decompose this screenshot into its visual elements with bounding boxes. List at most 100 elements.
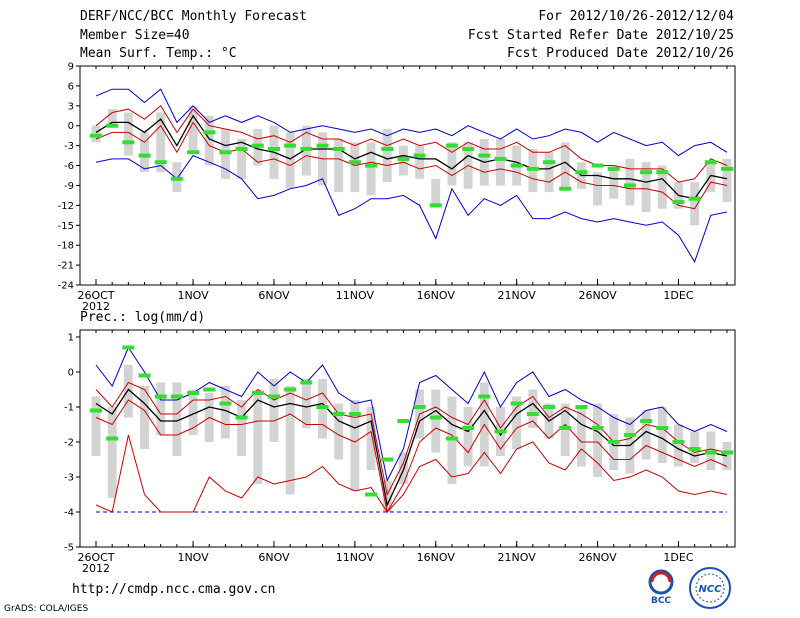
temp-xtick-sublabel: 2012: [82, 300, 110, 313]
temp-observed-marker: [187, 150, 200, 155]
prec-spread-box: [641, 410, 651, 460]
temp-xtick-label: 1NOV: [177, 289, 209, 302]
temp-ytick-label: 9: [68, 62, 74, 73]
temp-observed-marker: [332, 146, 345, 151]
prec-ytick-label: 1: [68, 333, 74, 344]
temp-spread-box: [447, 142, 457, 186]
temp-observed-marker: [591, 163, 604, 168]
prec-spread-box: [674, 424, 683, 467]
prec-spread-box: [431, 389, 441, 453]
temp-ytick-label: -6: [64, 161, 74, 172]
prec-spread-box: [220, 386, 230, 439]
prec-xtick-sublabel: 2012: [82, 562, 110, 575]
prec-series-max: [95, 346, 728, 483]
prec-observed-marker: [640, 419, 653, 423]
prec-observed-marker: [106, 436, 119, 441]
temp-spread-box: [350, 142, 360, 193]
temp-observed-marker: [365, 163, 378, 168]
temp-observed-marker: [267, 146, 280, 151]
prec-observed-marker: [187, 391, 200, 395]
prec-observed-marker: [543, 405, 556, 409]
temp-observed-marker: [90, 133, 102, 138]
prec-observed-marker: [203, 387, 216, 392]
prec-spread-box: [91, 396, 101, 456]
prec-xtick-label: 21NOV: [498, 551, 537, 564]
temp-ytick-label: -24: [58, 281, 74, 292]
temp-spread-box: [107, 109, 117, 126]
temp-spread-box: [690, 182, 700, 226]
prec-observed-marker: [607, 440, 620, 444]
temp-spread-box: [544, 152, 554, 193]
temp-observed-marker: [462, 146, 475, 151]
temp-spread-box: [722, 158, 732, 203]
prec-observed-marker: [526, 412, 539, 416]
temp-spread-box: [237, 139, 247, 179]
prec-observed-marker: [348, 412, 361, 416]
prec-spread-box: [366, 407, 376, 470]
forecast-period: For 2012/10/26-2012/12/04: [538, 9, 734, 24]
prec-observed-marker: [704, 450, 717, 455]
prec-observed-marker: [559, 426, 572, 430]
temp-observed-marker: [235, 146, 248, 151]
prec-spread-box: [657, 407, 667, 463]
prec-observed-marker: [300, 380, 313, 385]
temp-spread-box: [415, 145, 425, 179]
temp-series-max: [95, 88, 728, 157]
temp-observed-marker: [688, 196, 701, 201]
source-url[interactable]: http://cmdp.ncc.cma.gov.cn: [72, 582, 276, 597]
prec-observed-marker: [429, 415, 442, 420]
prec-observed-marker: [672, 440, 685, 444]
prec-observed-marker: [575, 405, 588, 409]
temp-xtick-label: 6NOV: [258, 289, 290, 302]
prec-series-low: [95, 434, 728, 513]
prec-spread-box: [463, 407, 473, 467]
temp-ytick-label: -3: [64, 141, 74, 152]
temp-series-mean: [95, 114, 728, 200]
temp-spread-box: [285, 132, 295, 189]
ncc-logo: NCC: [689, 567, 731, 609]
temp-observed-marker: [348, 160, 361, 165]
temp-spread-box: [657, 165, 667, 209]
temp-spread-box: [431, 178, 441, 206]
prec-spread-box: [269, 379, 279, 442]
prec-ytick-label: -1: [64, 403, 74, 414]
prec-xtick-label: 1DEC: [663, 551, 693, 564]
temp-spread-box: [334, 139, 344, 193]
prec-xtick-label: 16NOV: [417, 551, 456, 564]
temp-observed-marker: [559, 186, 572, 191]
prec-series-upper: [95, 381, 728, 497]
grads-credit: GrADS: COLA/IGES: [4, 604, 89, 614]
temp-ytick-label: -9: [64, 181, 74, 192]
prec-observed-marker: [170, 394, 183, 399]
prec-observed-marker: [122, 345, 135, 350]
prec-observed-marker: [656, 426, 669, 430]
temp-ytick-label: -18: [58, 241, 74, 252]
temp-observed-marker: [607, 166, 620, 171]
fcst-produced-date: Fcst Produced Date 2012/10/26: [507, 46, 734, 61]
temp-spread-box: [560, 142, 570, 189]
temp-spread-box: [609, 165, 619, 199]
temp-observed-marker: [704, 160, 717, 165]
prec-ytick-label: -5: [64, 543, 74, 554]
temp-spread-box: [123, 112, 133, 156]
prec-observed-marker: [397, 419, 410, 423]
prec-xtick-label: 6NOV: [258, 551, 290, 564]
prec-observed-marker: [219, 401, 232, 406]
prec-observed-marker: [413, 405, 426, 409]
temp-ytick-label: 6: [68, 81, 74, 92]
prec-observed-marker: [688, 447, 701, 451]
prec-observed-marker: [90, 408, 102, 413]
prec-observed-marker: [251, 391, 264, 395]
temp-xtick-label: 21NOV: [498, 289, 537, 302]
prec-observed-marker: [381, 457, 394, 462]
prec-observed-marker: [284, 387, 297, 392]
temp-spread-box: [641, 162, 651, 212]
temp-observed-marker: [672, 200, 685, 205]
temp-xtick-label: 16NOV: [417, 289, 456, 302]
prec-xtick-label: 26NOV: [578, 551, 617, 564]
temp-observed-marker: [381, 146, 394, 151]
temp-observed-marker: [623, 183, 636, 188]
temp-spread-box: [156, 112, 166, 173]
